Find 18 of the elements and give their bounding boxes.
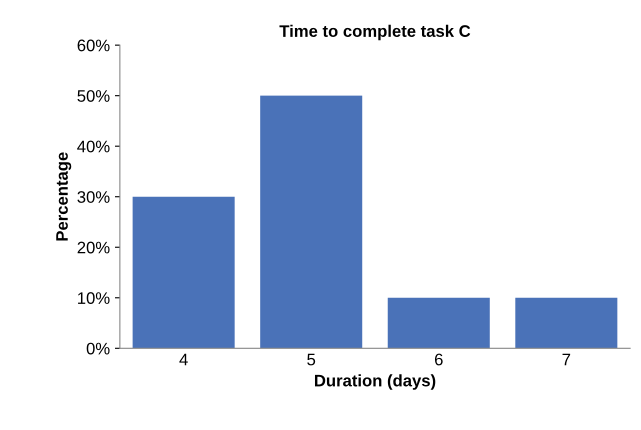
- y-tick-label: 50%: [77, 90, 110, 102]
- bar: [260, 96, 362, 348]
- x-tick-label: 4: [179, 354, 188, 366]
- x-tick-label: 5: [307, 354, 316, 366]
- x-tick-label: 6: [434, 354, 443, 366]
- y-tick-label: 60%: [78, 40, 110, 52]
- y-tick-label: 20%: [78, 242, 110, 254]
- x-axis-title: Duration (days): [314, 374, 436, 390]
- y-tick-label: 30%: [77, 191, 110, 203]
- x-tick-label: 7: [562, 354, 570, 366]
- bar: [132, 196, 235, 348]
- y-axis-title: Percentage: [56, 152, 72, 241]
- y-tick-label: 0%: [86, 342, 110, 355]
- y-tick-label: 10%: [78, 292, 110, 304]
- bar: [388, 298, 490, 348]
- bar: [515, 298, 618, 348]
- chart-title: Time to complete task C: [279, 24, 470, 40]
- y-tick-label: 40%: [77, 140, 110, 152]
